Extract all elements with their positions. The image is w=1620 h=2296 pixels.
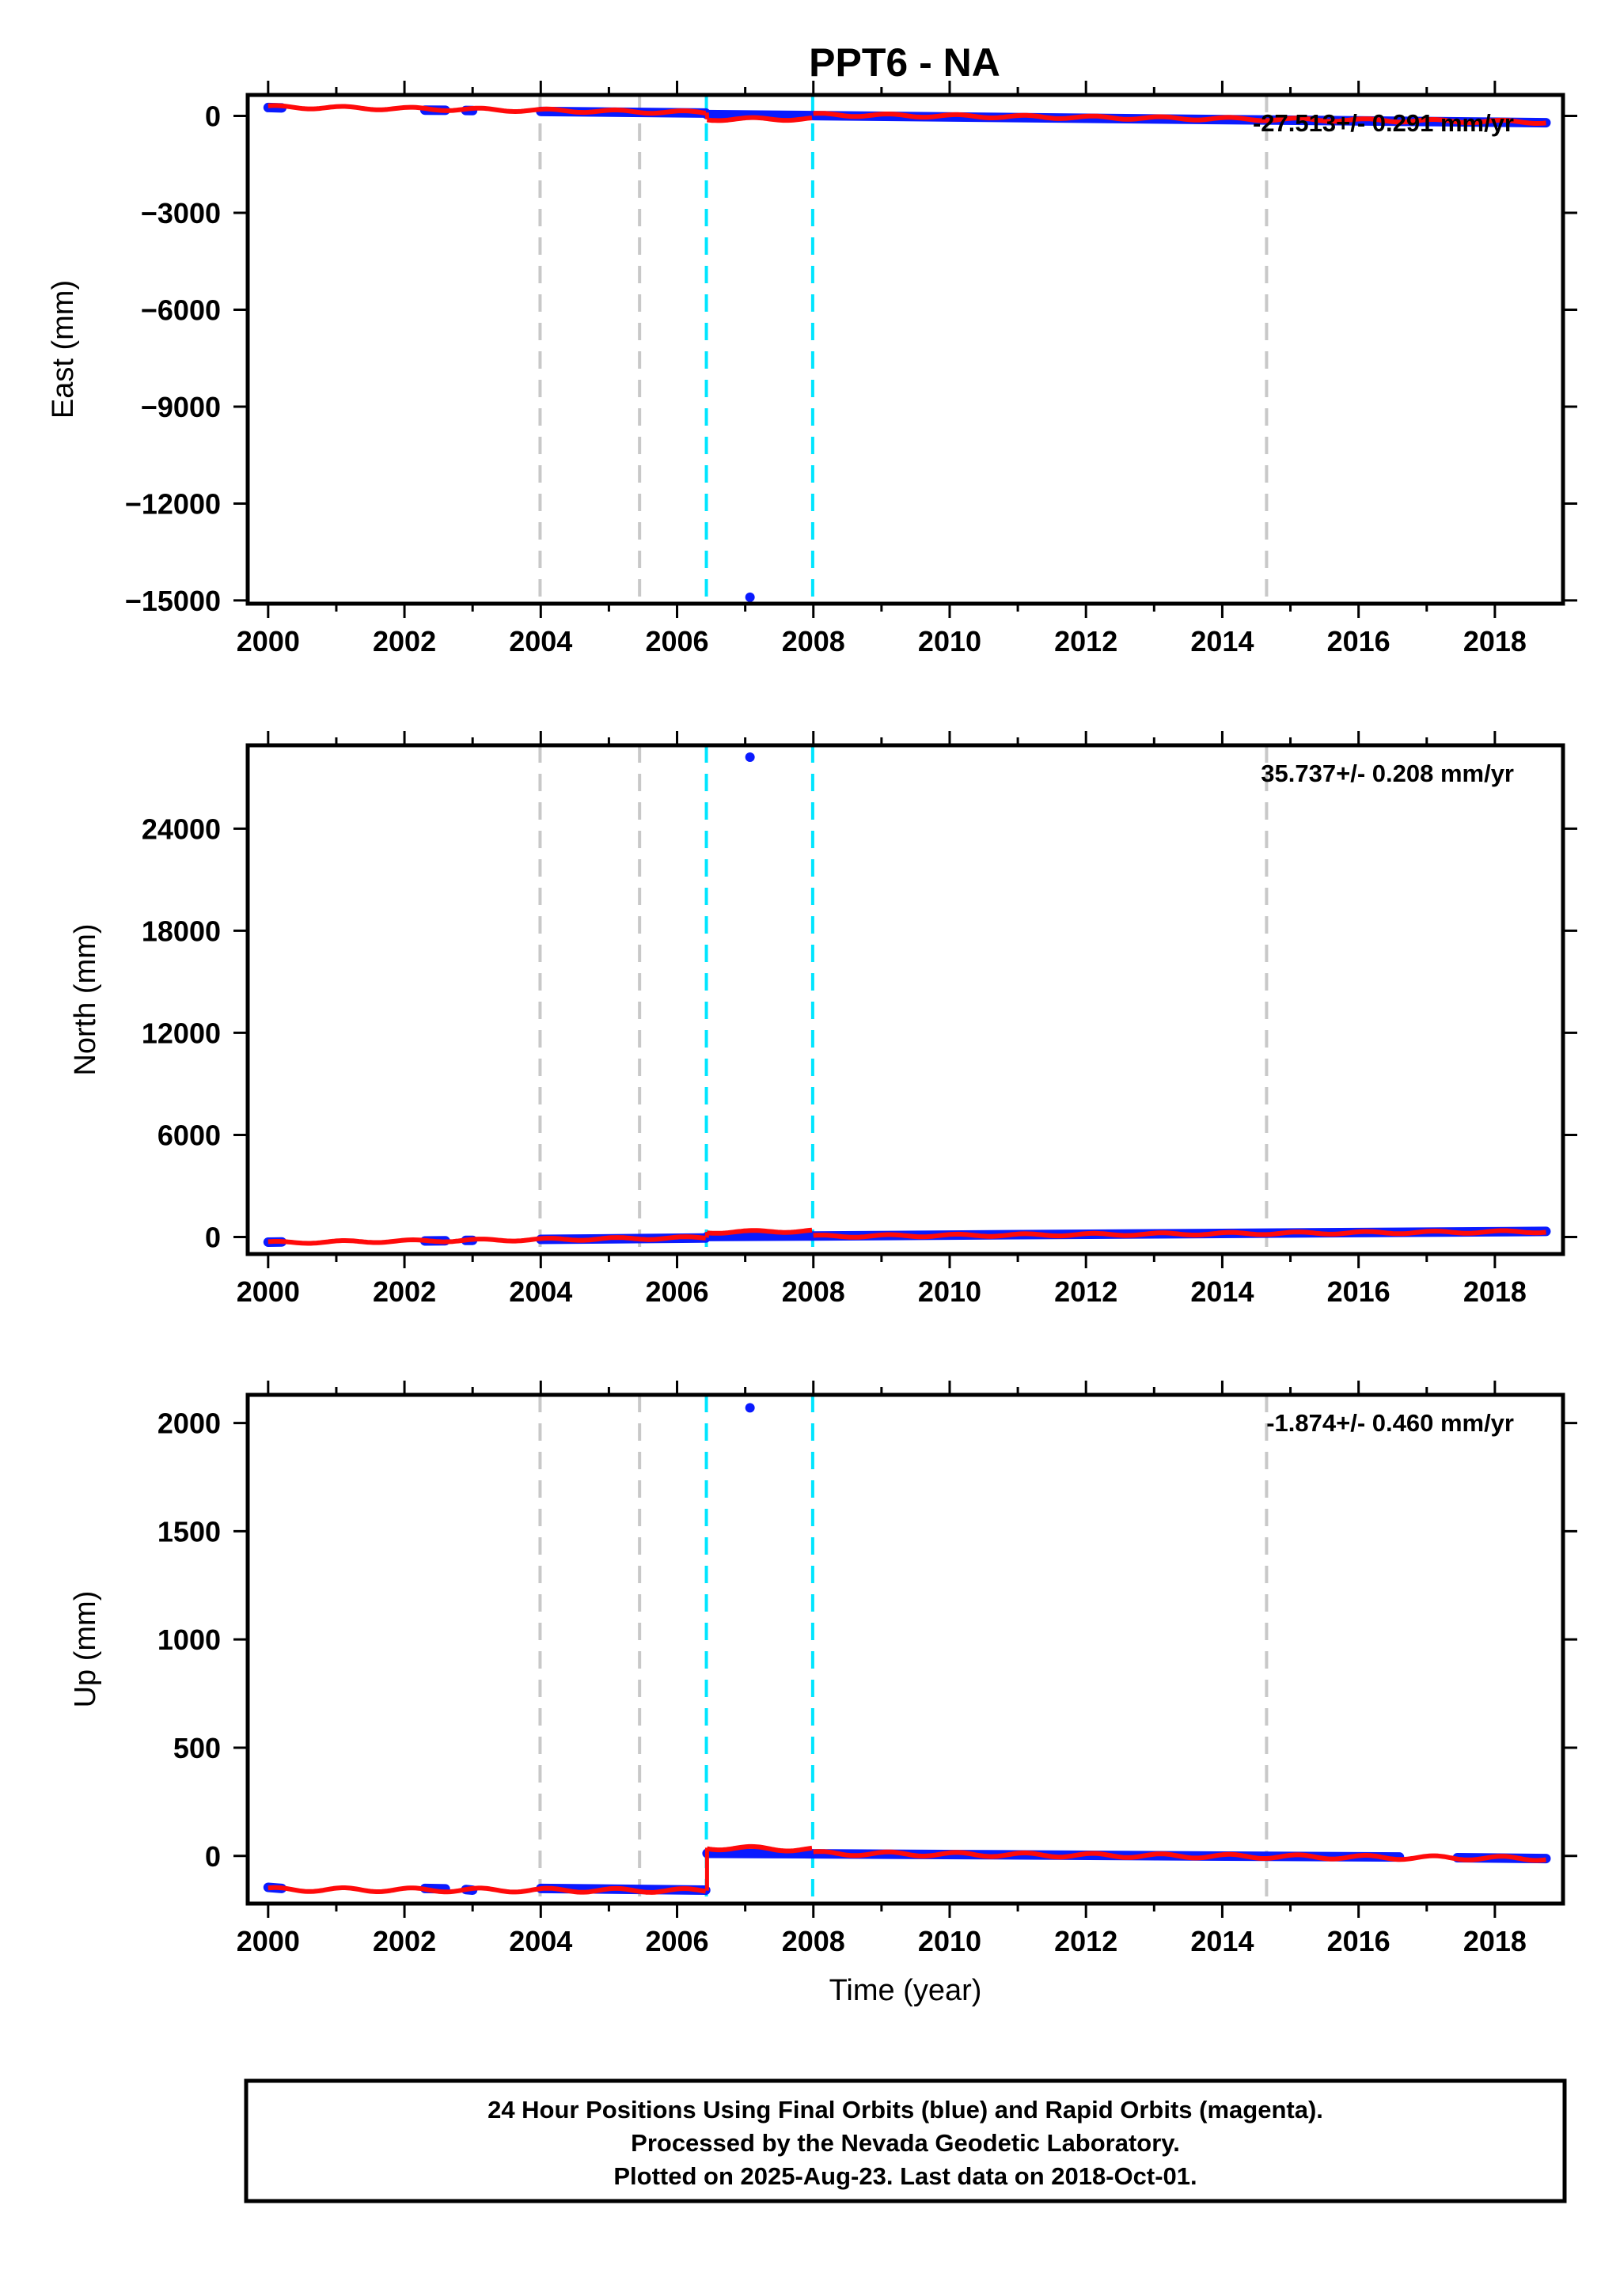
x-tick-label: 2000 <box>237 1275 300 1308</box>
model-line <box>267 103 707 116</box>
x-tick-label: 2012 <box>1054 625 1117 657</box>
y-tick-label: −12000 <box>125 487 221 520</box>
data-points-band <box>702 109 818 121</box>
y-axis-label: East (mm) <box>47 280 80 419</box>
caption-line-3: Plotted on 2025-Aug-23. Last data on 201… <box>613 2162 1197 2190</box>
north-panel: 35.737+/- 0.208 mm/yr 2000 2002 2004 2006 200… <box>69 731 1577 1308</box>
x-tick-label: 2002 <box>373 1925 436 1957</box>
outlier-point <box>745 1403 755 1413</box>
x-tick-label: 2016 <box>1327 625 1390 657</box>
y-tick-label: 0 <box>205 100 221 133</box>
x-tick-label: 2004 <box>509 1275 572 1308</box>
x-tick-label: 2014 <box>1190 1925 1254 1957</box>
x-tick-label: 2006 <box>645 625 708 657</box>
x-tick-label: 2018 <box>1463 1925 1527 1957</box>
y-tick-label: 500 <box>173 1732 221 1764</box>
y-tick-label: 2000 <box>157 1408 221 1440</box>
plot-area <box>263 1395 1551 1904</box>
y-tick-label: 18000 <box>142 915 221 947</box>
y-tick-label: −15000 <box>125 585 221 617</box>
x-tick-label: 2008 <box>782 1275 845 1308</box>
x-tick-label: 2008 <box>782 625 845 657</box>
x-tick-label: 2010 <box>918 1275 981 1308</box>
x-tick-label: 2000 <box>237 625 300 657</box>
x-tick-label: 2016 <box>1327 1275 1390 1308</box>
data-points-band <box>702 1848 818 1859</box>
x-tick-label: 2014 <box>1190 1275 1254 1308</box>
x-tick-label: 2006 <box>645 1925 708 1957</box>
plot-frame <box>245 93 1565 606</box>
x-tick-label: 2004 <box>509 625 572 657</box>
x-tick-label: 2010 <box>918 1925 981 1957</box>
model-line <box>706 1843 813 1854</box>
model-line <box>267 1234 706 1246</box>
x-tick-label: 2002 <box>373 1275 436 1308</box>
y-tick-label: 6000 <box>157 1119 221 1151</box>
y-axis-label: North (mm) <box>69 923 102 1075</box>
x-tick-label: 2018 <box>1463 1275 1527 1308</box>
x-tick-label: 2012 <box>1054 1275 1117 1308</box>
y-tick-label: −6000 <box>141 294 221 326</box>
model-line <box>813 1228 1546 1240</box>
plot-area <box>263 95 1551 604</box>
caption-frame <box>244 2078 1567 2203</box>
caption-line-1: 24 Hour Positions Using Final Orbits (bl… <box>488 2096 1323 2124</box>
y-tick-label: 24000 <box>142 813 221 845</box>
y-tick-label: 12000 <box>142 1017 221 1049</box>
x-tick-label: 2014 <box>1190 625 1254 657</box>
x-tick-label: 2010 <box>918 625 981 657</box>
y-tick-label: −9000 <box>141 391 221 423</box>
y-tick-label: −3000 <box>141 197 221 229</box>
model-line <box>707 1227 813 1236</box>
x-axis-label: Time (year) <box>829 1974 982 2007</box>
x-tick-label: 2012 <box>1054 1925 1117 1957</box>
x-tick-label: 2006 <box>645 1275 708 1308</box>
y-tick-label: 1500 <box>157 1515 221 1548</box>
y-axis-label: Up (mm) <box>69 1591 102 1708</box>
east-panel: -27.513+/- 0.291 mm/yr 2000 2002 2004 2006 20… <box>47 81 1577 657</box>
velocity-annotation: -1.874+/- 0.460 mm/yr <box>1266 1409 1514 1437</box>
velocity-annotation: 35.737+/- 0.208 mm/yr <box>1261 760 1514 787</box>
figure-title: PPT6 - NA <box>809 40 1000 85</box>
caption-box: 24 Hour Positions Using Final Orbits (bl… <box>244 2078 1567 2203</box>
outlier-point <box>745 752 755 763</box>
x-tick-label: 2000 <box>237 1925 300 1957</box>
x-tick-label: 2016 <box>1327 1925 1390 1957</box>
model-line <box>813 111 1546 126</box>
plot-frame <box>245 1392 1565 1906</box>
y-tick-label: 1000 <box>157 1623 221 1656</box>
x-tick-label: 2004 <box>509 1925 572 1957</box>
up-panel: -1.874+/- 0.460 mm/yr 2000 2002 2004 2006 200… <box>69 1381 1577 2007</box>
plot-frame <box>245 743 1565 1256</box>
y-tick-label: 0 <box>205 1840 221 1873</box>
x-tick-label: 2002 <box>373 625 436 657</box>
model-line <box>813 1849 1546 1863</box>
caption-line-2: Processed by the Nevada Geodetic Laborat… <box>631 2129 1180 2157</box>
model-line <box>267 1885 707 1895</box>
outlier-point <box>745 592 755 602</box>
y-tick-label: 0 <box>205 1221 221 1253</box>
x-tick-label: 2018 <box>1463 625 1527 657</box>
velocity-annotation: -27.513+/- 0.291 mm/yr <box>1253 109 1514 137</box>
data-points-band <box>702 1231 818 1241</box>
plot-area <box>263 745 1551 1254</box>
x-tick-label: 2008 <box>782 1925 845 1957</box>
model-line <box>707 115 813 123</box>
